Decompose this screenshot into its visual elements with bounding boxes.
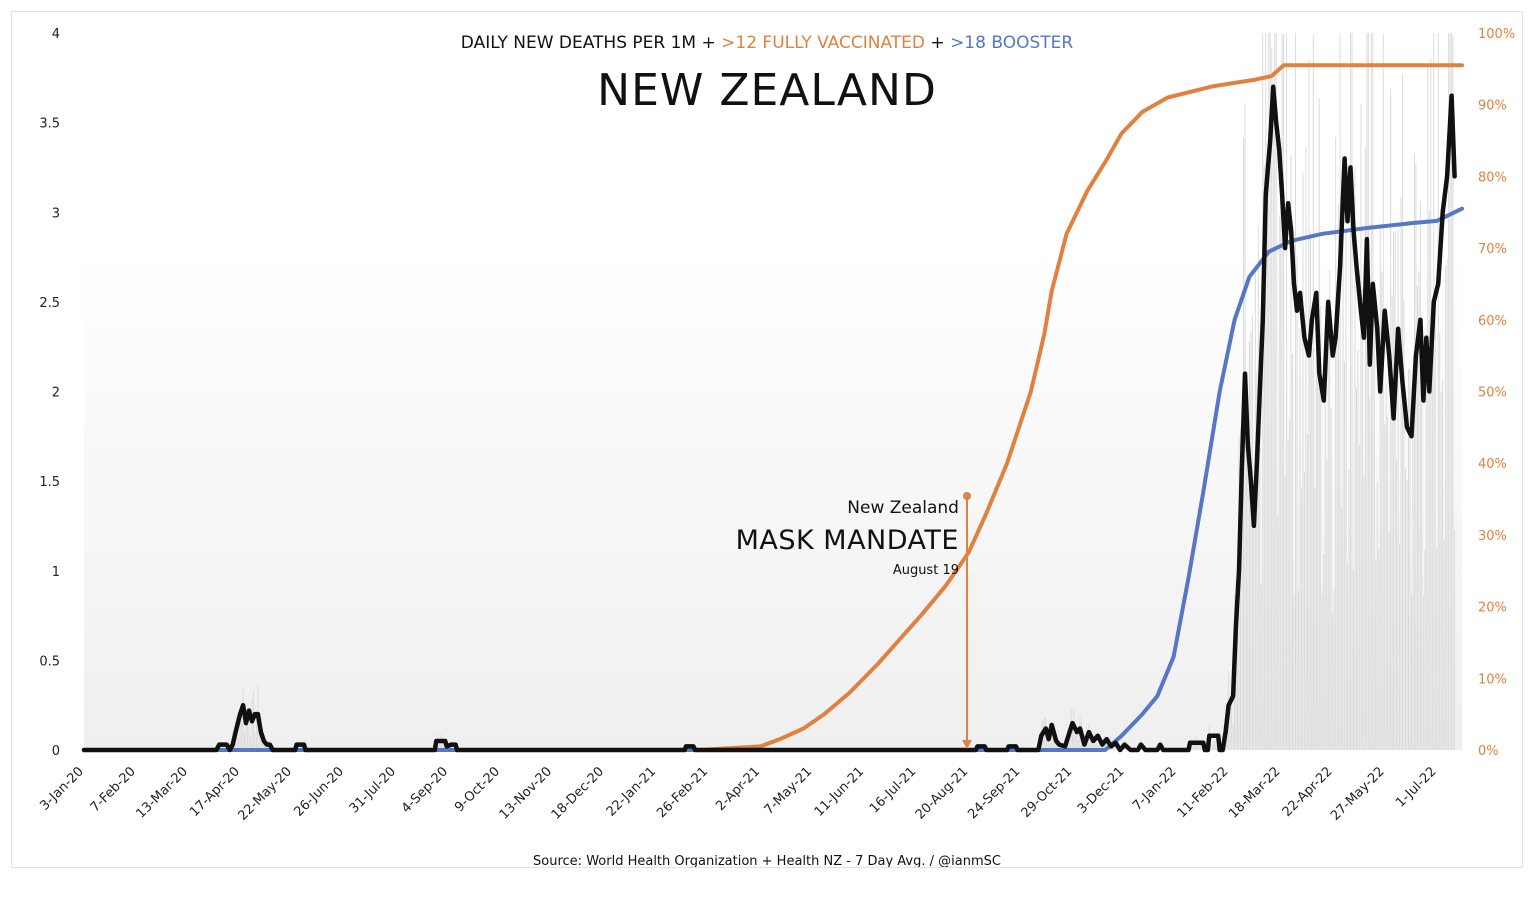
subtitle-plus: +: [925, 33, 950, 53]
x-tick-label: 7-Jan-22: [1130, 764, 1179, 813]
y-right-tick-label: 60%: [1478, 314, 1507, 329]
x-tick-label: 11-Feb-22: [1175, 764, 1232, 821]
x-tick-label: 27-May-22: [1328, 764, 1387, 823]
x-tick-label: 18-Dec-20: [549, 764, 607, 822]
mask-mandate-arrow-icon: [961, 740, 972, 749]
mask-mandate-marker-dot: [962, 492, 971, 500]
left-axis: 4 3.5 3 2.5 2 1.5 1 0.5 0: [39, 27, 60, 759]
y-left-tick-label: 1.5: [39, 475, 60, 490]
y-right-tick-label: 10%: [1478, 672, 1507, 687]
y-left-tick-label: 4: [52, 27, 60, 42]
x-tick-label: 3-Jan-20: [37, 764, 86, 813]
x-tick-label: 17-Apr-20: [187, 764, 243, 820]
x-tick-label: 24-Sep-21: [965, 764, 1023, 822]
y-right-tick-label: 70%: [1478, 242, 1507, 257]
x-tick-label: 7-Feb-20: [88, 764, 139, 815]
y-left-tick-label: 0.5: [39, 654, 60, 669]
y-left-tick-label: 2.5: [39, 296, 60, 311]
x-tick-label: 16-Jul-21: [867, 764, 919, 816]
chart-title: NEW ZEALAND: [597, 65, 937, 116]
subtitle-booster: >18 BOOSTER: [950, 33, 1073, 53]
right-axis: 100% 90% 80% 70% 60% 50% 40% 30% 20% 10% 0%: [1478, 27, 1515, 759]
x-tick-label: 1-Jul-22: [1393, 764, 1439, 810]
x-tick-label: 22-Apr-22: [1280, 764, 1336, 820]
x-tick-label: 9-Oct-20: [452, 764, 503, 815]
y-left-tick-label: 3.5: [39, 117, 60, 132]
series-lines: [81, 63, 1464, 753]
y-left-tick-label: 0: [52, 744, 60, 759]
series-line-2: [81, 84, 1457, 753]
x-tick-label: 22-May-20: [235, 764, 294, 823]
x-tick-label: 26-Jun-20: [291, 764, 347, 820]
y-right-tick-label: 20%: [1478, 601, 1507, 616]
x-axis: 3-Jan-20 7-Feb-2013-Mar-2017-Apr-2022-May…: [37, 764, 1439, 823]
x-tick-label: 13-Nov-20: [497, 764, 555, 822]
y-left-tick-label: 2: [52, 386, 60, 401]
x-tick-label: 29-Oct-21: [1019, 764, 1076, 821]
chart-source: Source: World Health Organization + Heal…: [533, 854, 1001, 867]
annotation-mask-mandate: MASK MANDATE: [736, 525, 959, 556]
x-tick-label: 22-Jan-21: [604, 764, 659, 819]
y-right-tick-label: 80%: [1478, 170, 1507, 185]
series-line-1: [82, 206, 1464, 752]
x-tick-label: 11-Jun-21: [812, 764, 868, 820]
subtitle-vaccinated: >12 FULLY VACCINATED: [721, 33, 925, 53]
series-line-0: [82, 63, 1464, 752]
y-right-tick-label: 90%: [1478, 99, 1507, 114]
chart-svg: 4 3.5 3 2.5 2 1.5 1 0.5 0 100% 90% 80% 70% 60% 50% 40%…: [37, 27, 1515, 867]
y-right-tick-label: 40%: [1478, 457, 1507, 472]
annotation-date: August 19: [893, 563, 959, 578]
y-right-tick-label: 50%: [1478, 386, 1507, 401]
y-left-tick-label: 1: [52, 565, 60, 580]
x-tick-label: 31-Jul-20: [347, 764, 399, 816]
chart-subtitle: DAILY NEW DEATHS PER 1M + >12 FULLY VACC…: [461, 33, 1074, 53]
x-tick-label: 18-Mar-22: [1226, 764, 1283, 821]
subtitle-deaths: DAILY NEW DEATHS PER 1M +: [461, 33, 721, 53]
x-tick-label: 26-Feb-21: [654, 764, 711, 821]
chart-frame: 4 3.5 3 2.5 2 1.5 1 0.5 0 100% 90% 80% 70% 60% 50% 40%…: [11, 11, 1523, 868]
y-left-tick-label: 3: [52, 206, 60, 221]
x-tick-label: 3-Dec-21: [1075, 764, 1128, 817]
y-right-tick-label: 0%: [1478, 744, 1499, 759]
y-right-tick-label: 100%: [1478, 27, 1515, 42]
x-tick-label: 13-Mar-20: [133, 764, 190, 821]
x-tick-label: 20-Aug-21: [913, 764, 971, 822]
annotation-country: New Zealand: [847, 498, 959, 518]
x-tick-label: 7-May-21: [762, 764, 816, 818]
x-tick-label: 2-Apr-21: [713, 764, 763, 814]
x-tick-label: 4-Sep-20: [399, 764, 451, 816]
y-right-tick-label: 30%: [1478, 529, 1507, 544]
